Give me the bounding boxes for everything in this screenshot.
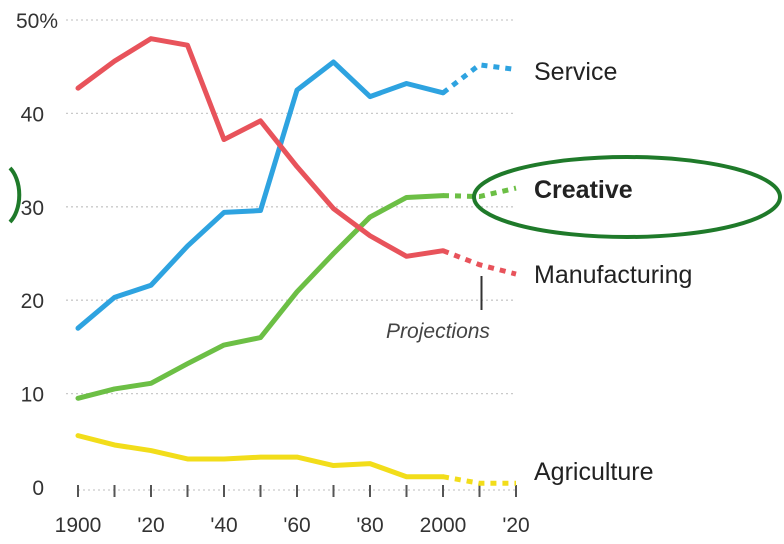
x-tick-label: 2000 — [420, 514, 467, 537]
series-label-agriculture: Agriculture — [534, 458, 654, 486]
series-labels: Service Creative Manufacturing Agriculture — [534, 58, 692, 486]
series-lines — [75, 36, 517, 486]
series-line-service — [75, 59, 446, 331]
series-label-service: Service — [534, 58, 617, 86]
x-tick-label: '80 — [356, 514, 383, 537]
x-tick-label: '60 — [283, 514, 310, 537]
x-tick-label: '40 — [210, 514, 237, 537]
y-tick-label: 10 — [21, 384, 44, 407]
series-projection-service — [441, 62, 517, 95]
x-axis: 1900 '20 '40 '60 '80 2000 '20 — [55, 485, 530, 537]
series-projection-creative — [442, 185, 517, 200]
annotations: Projections — [8, 155, 782, 343]
y-axis-ticks: 0 10 20 30 40 50% — [16, 10, 58, 500]
x-tick-label: 1900 — [55, 514, 102, 537]
gridlines — [66, 19, 516, 395]
y-tick-label: 30 — [21, 197, 44, 220]
series-line-agriculture — [75, 433, 446, 480]
y-tick-label: 50% — [16, 10, 58, 33]
series-projection-manufacturing — [442, 248, 517, 277]
series-label-manufacturing: Manufacturing — [534, 261, 692, 289]
highlight-ellipse-creative — [472, 155, 782, 239]
x-tick-label: '20 — [137, 514, 164, 537]
y-tick-label: 0 — [32, 477, 44, 500]
y-tick-label: 40 — [21, 103, 44, 126]
series-line-creative — [75, 193, 446, 401]
highlight-ellipse-partial — [8, 166, 22, 224]
projections-annotation: Projections — [386, 320, 490, 343]
series-projection-agriculture — [442, 474, 516, 486]
series-line-manufacturing — [75, 36, 446, 259]
x-tick-label: '20 — [502, 514, 529, 537]
series-label-creative: Creative — [534, 176, 633, 204]
y-tick-label: 20 — [21, 290, 44, 313]
